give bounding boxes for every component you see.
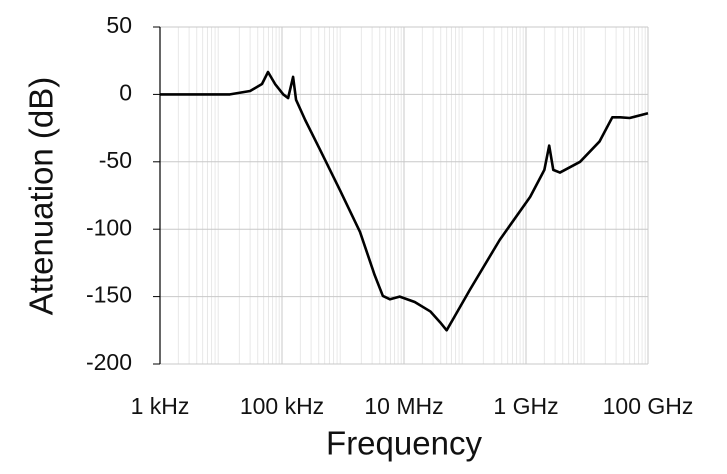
y-tick-label: 0 <box>119 79 132 105</box>
y-tick-label: -50 <box>99 147 132 173</box>
x-axis-title: Frequency <box>326 425 482 462</box>
y-tick-label: -100 <box>86 214 132 240</box>
y-tick-label: -150 <box>86 282 132 308</box>
y-axis-title: Attenuation (dB) <box>23 77 60 315</box>
x-tick-label: 10 MHz <box>364 393 443 419</box>
y-tick-label: -200 <box>86 349 132 375</box>
y-tick-label: 50 <box>106 12 132 38</box>
x-tick-label: 100 GHz <box>603 393 694 419</box>
x-tick-label: 100 kHz <box>240 393 324 419</box>
line-series <box>160 70 649 332</box>
x-tick-label: 1 GHz <box>493 393 558 419</box>
x-tick-label: 1 kHz <box>131 393 190 419</box>
